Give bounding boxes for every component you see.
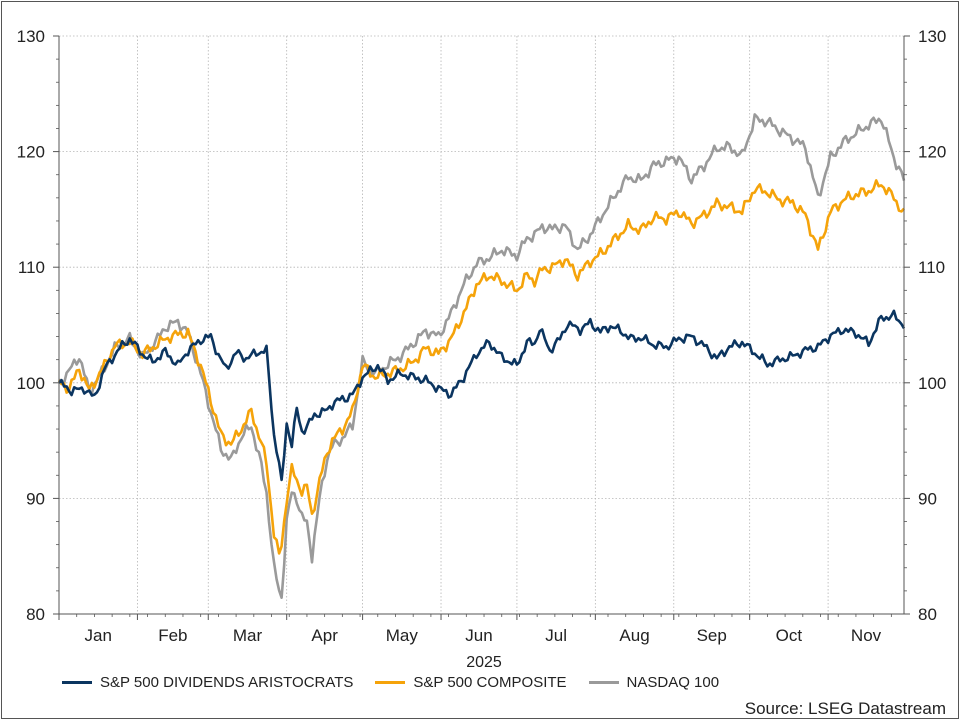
legend-swatch-aristocrats bbox=[62, 681, 92, 684]
x-tick-label: Apr bbox=[311, 626, 338, 645]
legend: S&P 500 DIVIDENDS ARISTOCRATS S&P 500 CO… bbox=[62, 674, 719, 691]
y-tick-label-right: 90 bbox=[918, 489, 937, 508]
y-tick-label-right: 100 bbox=[918, 374, 946, 393]
gridlines bbox=[59, 35, 904, 615]
series-aristocrats-line bbox=[58, 309, 906, 482]
legend-item-aristocrats: S&P 500 DIVIDENDS ARISTOCRATS bbox=[62, 674, 353, 691]
legend-label-nasdaq: NASDAQ 100 bbox=[626, 674, 720, 691]
x-tick-label: Feb bbox=[158, 626, 187, 645]
axes: 80 80 90 90 100 100 110 110 120 120 130 130 Jan Feb Ma… bbox=[17, 27, 947, 645]
y-tick-label-left: 100 bbox=[17, 374, 45, 393]
legend-swatch-nasdaq bbox=[588, 681, 619, 684]
y-tick-label-left: 80 bbox=[26, 605, 45, 624]
x-tick-label: Sep bbox=[697, 626, 727, 645]
legend-label-composite: S&P 500 COMPOSITE bbox=[413, 674, 567, 691]
y-tick-label-right: 110 bbox=[918, 258, 945, 277]
series-lines bbox=[57, 113, 906, 599]
x-tick-label: Jan bbox=[85, 626, 112, 645]
y-tick-label-left: 120 bbox=[17, 143, 45, 162]
x-tick-label: Aug bbox=[619, 626, 649, 645]
y-tick-label-right: 130 bbox=[918, 27, 946, 46]
x-tick-label: Mar bbox=[233, 626, 263, 645]
x-tick-label: Oct bbox=[776, 626, 803, 645]
legend-label-aristocrats: S&P 500 DIVIDENDS ARISTOCRATS bbox=[100, 674, 354, 691]
x-axis-title: 2025 bbox=[466, 654, 502, 671]
x-tick-label: Jul bbox=[545, 626, 567, 645]
x-tick-label: May bbox=[386, 626, 419, 645]
y-tick-label-left: 90 bbox=[26, 489, 45, 508]
y-tick-label-right: 80 bbox=[918, 605, 937, 624]
series-composite-line bbox=[57, 179, 905, 555]
legend-item-nasdaq: NASDAQ 100 bbox=[588, 674, 720, 691]
series-nasdaq-line bbox=[58, 113, 906, 599]
x-tick-label: Nov bbox=[851, 626, 882, 645]
legend-swatch-composite bbox=[375, 681, 406, 684]
y-tick-label-left: 110 bbox=[18, 258, 45, 277]
source-note: Source: LSEG Datastream bbox=[744, 699, 946, 718]
x-tick-label: Jun bbox=[465, 626, 492, 645]
y-tick-label-right: 120 bbox=[918, 143, 946, 162]
legend-item-composite: S&P 500 COMPOSITE bbox=[375, 674, 567, 691]
y-tick-label-left: 130 bbox=[17, 27, 45, 46]
